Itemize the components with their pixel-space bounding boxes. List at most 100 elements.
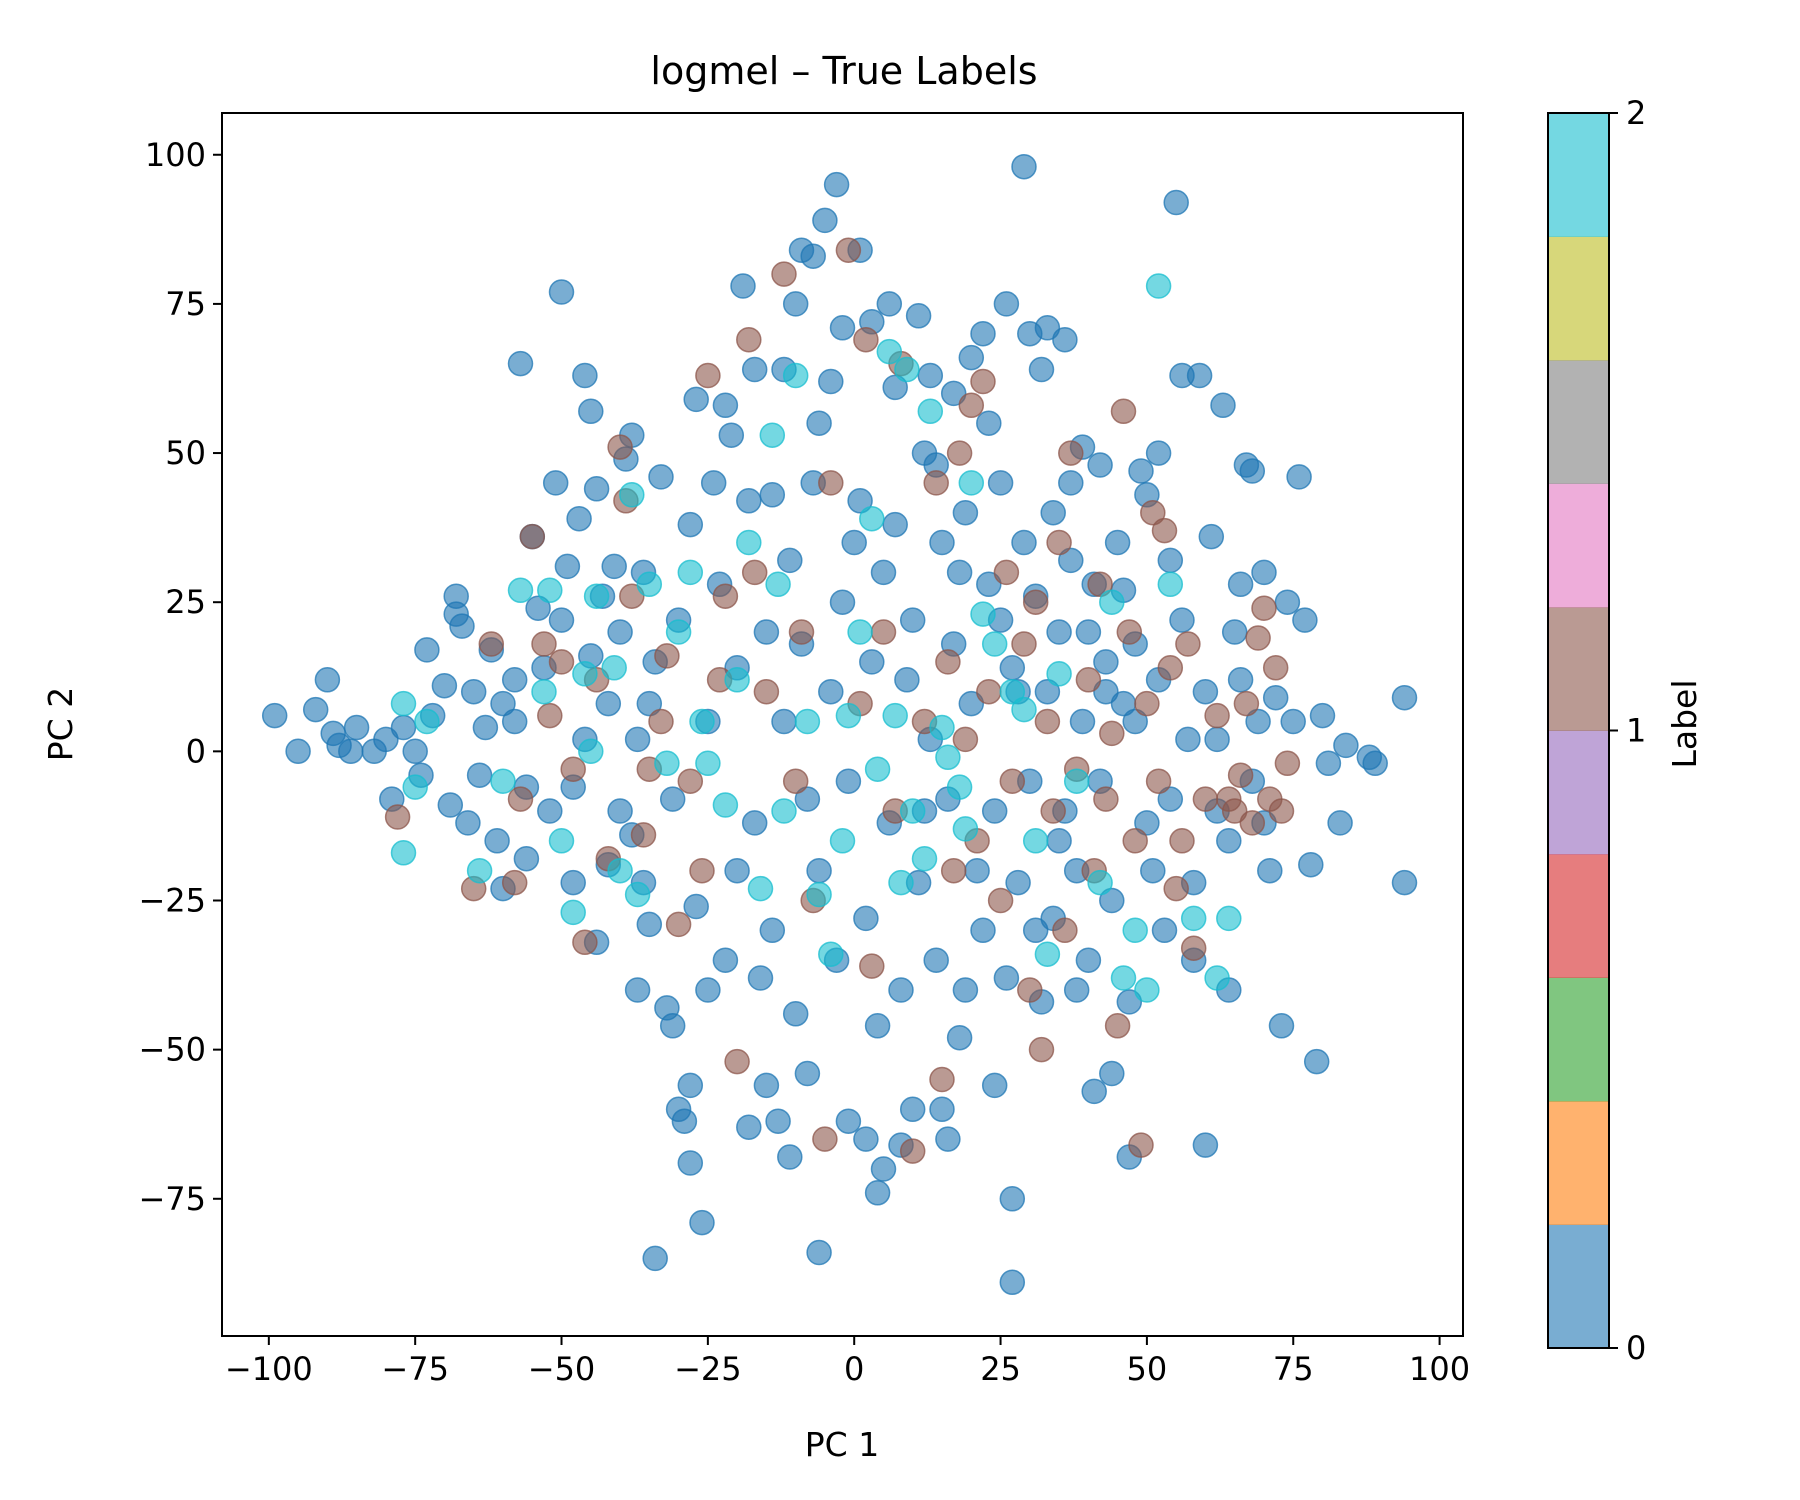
label-2-point xyxy=(624,881,651,908)
label-1-point xyxy=(976,678,1002,705)
label-1-point xyxy=(753,678,780,705)
label-2-point xyxy=(736,529,762,556)
label-0-point xyxy=(976,410,1002,436)
label-0-point xyxy=(1011,529,1037,556)
label-0-point xyxy=(261,702,288,729)
label-0-point xyxy=(1262,684,1289,711)
label-1-point xyxy=(1110,398,1137,425)
label-1-point xyxy=(1058,440,1084,466)
label-0-point xyxy=(1099,887,1125,914)
x-tick-label: −100 xyxy=(225,1350,313,1388)
label-0-point xyxy=(782,1001,809,1027)
label-0-point xyxy=(888,977,914,1003)
label-0-point xyxy=(1157,547,1184,574)
label-2-point xyxy=(490,768,516,794)
label-0-point xyxy=(700,470,727,496)
label-0-point xyxy=(765,1108,791,1134)
label-0-point xyxy=(1058,547,1084,574)
label-0-point xyxy=(484,828,510,854)
y-tick-label: −25 xyxy=(138,881,206,919)
label-2-point xyxy=(859,505,885,532)
label-0-point xyxy=(794,786,821,812)
label-2-point xyxy=(782,362,809,389)
label-2-point xyxy=(466,857,493,884)
label-0-point xyxy=(981,1072,1008,1099)
label-0-point xyxy=(952,499,979,526)
label-0-point xyxy=(741,810,768,836)
label-2-point xyxy=(1122,917,1148,944)
label-0-point xyxy=(1116,989,1143,1015)
label-2-point xyxy=(1145,273,1172,299)
label-0-point xyxy=(853,1126,879,1152)
label-0-point xyxy=(671,1108,698,1134)
label-0-point xyxy=(455,810,481,836)
label-1-point xyxy=(1221,798,1248,824)
colorbar-segment xyxy=(1548,854,1609,978)
label-0-point xyxy=(1005,869,1031,896)
colorbar-segment xyxy=(1548,360,1609,484)
label-0-point xyxy=(542,470,569,496)
label-1-point xyxy=(1169,828,1195,854)
label-1-point xyxy=(1128,1132,1154,1158)
label-0-point xyxy=(894,667,920,693)
label-1-point xyxy=(940,857,967,884)
label-0-point xyxy=(964,857,990,884)
colorbar-segment xyxy=(1548,1224,1609,1349)
label-0-point xyxy=(302,696,329,723)
label-0-point xyxy=(414,637,440,663)
x-tick-label: 25 xyxy=(980,1350,1021,1388)
label-2-point xyxy=(771,798,797,824)
colorbar-segment xyxy=(1548,1101,1609,1225)
label-2-point xyxy=(888,869,914,896)
label-2-point xyxy=(583,583,610,609)
label-0-point xyxy=(548,607,575,633)
label-0-point xyxy=(437,792,464,818)
label-0-point xyxy=(607,619,633,645)
label-2-point xyxy=(712,792,739,818)
label-1-point xyxy=(531,631,557,657)
label-0-point xyxy=(1198,523,1225,550)
label-1-point xyxy=(899,1138,926,1164)
label-0-point xyxy=(1362,750,1388,777)
label-2-point xyxy=(958,470,985,496)
plot-frame xyxy=(221,112,1464,1337)
label-2-point xyxy=(981,631,1008,657)
label-0-point xyxy=(648,464,674,490)
label-0-point xyxy=(1216,828,1242,854)
x-tick-label: −50 xyxy=(528,1350,596,1388)
label-1-point xyxy=(1017,977,1043,1003)
label-0-point xyxy=(689,1209,715,1236)
colorbar-segment xyxy=(1548,977,1609,1102)
label-0-point xyxy=(730,273,756,299)
label-1-point xyxy=(1268,798,1295,824)
label-0-point xyxy=(560,869,586,896)
label-2-point xyxy=(899,798,926,824)
label-1-point xyxy=(1175,631,1201,657)
label-0-point xyxy=(1227,571,1254,598)
label-1-point xyxy=(1011,631,1037,657)
label-0-point xyxy=(659,1013,686,1039)
label-1-point xyxy=(1028,1036,1055,1063)
label-0-point xyxy=(1309,702,1336,729)
label-0-point xyxy=(823,171,850,198)
label-0-point xyxy=(876,291,903,317)
label-1-point xyxy=(695,362,721,389)
label-0-point xyxy=(285,738,311,765)
label-2-point xyxy=(414,708,440,735)
label-0-point xyxy=(712,392,739,419)
label-0-point xyxy=(1315,750,1342,777)
label-0-point xyxy=(1093,678,1119,705)
label-0-point xyxy=(1081,1078,1107,1105)
label-2-point xyxy=(747,875,774,902)
label-2-point xyxy=(572,661,598,687)
label-0-point xyxy=(449,613,475,639)
label-1-point xyxy=(1145,768,1172,794)
label-1-point xyxy=(724,1048,750,1075)
label-0-point xyxy=(1175,726,1201,753)
label-1-point xyxy=(1140,499,1166,526)
label-0-point xyxy=(993,291,1020,317)
label-1-point xyxy=(782,768,809,794)
label-2-point xyxy=(1110,965,1137,991)
label-0-point xyxy=(864,1013,891,1039)
label-0-point xyxy=(940,380,967,407)
